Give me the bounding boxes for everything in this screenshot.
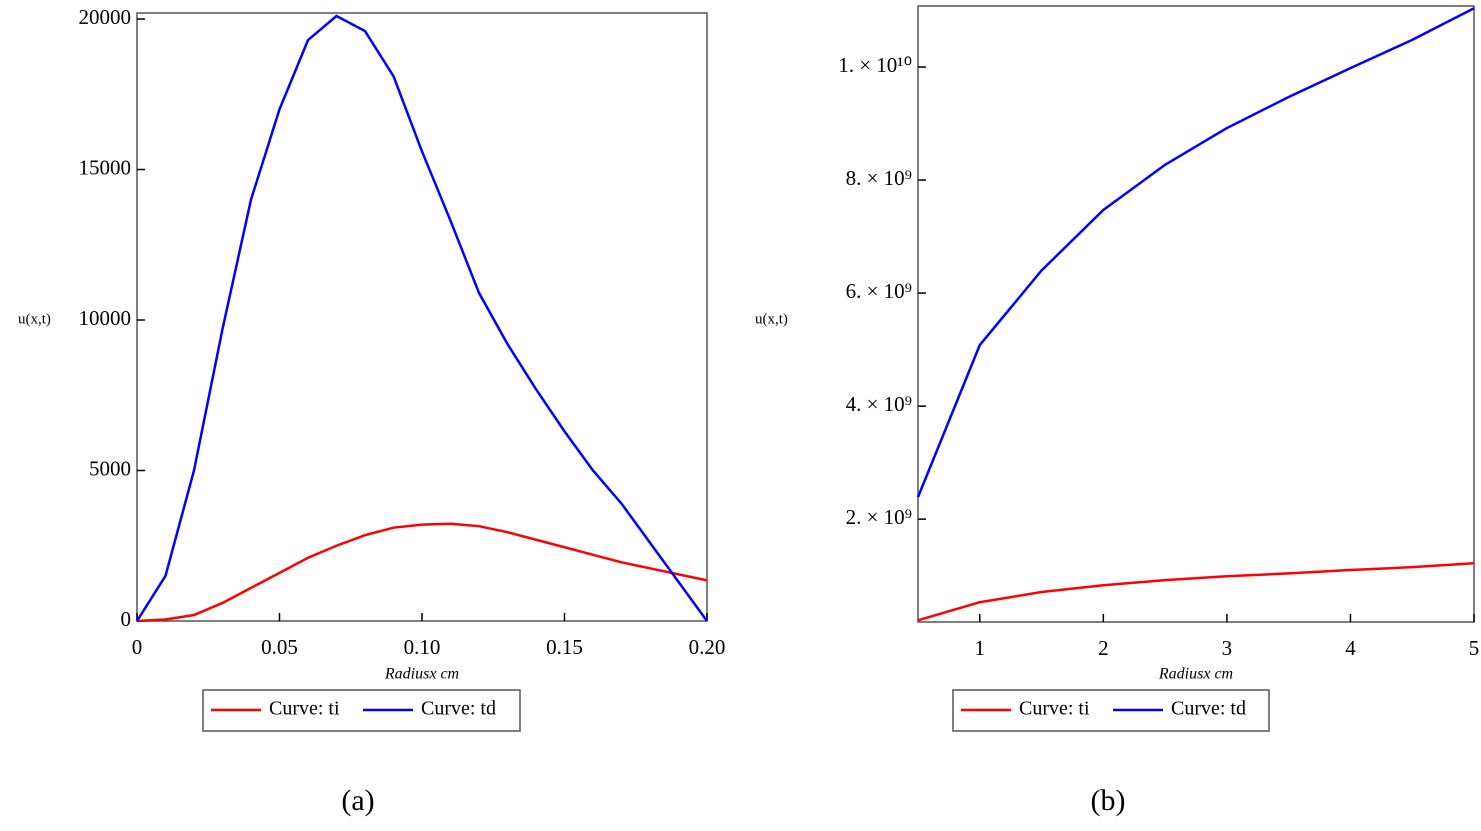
x-tick-label: 0.10 [404,635,441,659]
x-tick-label: 0.15 [546,635,583,659]
y-tick-label: 2. × 10⁹ [846,505,912,529]
line-series [917,561,1475,622]
x-tick-label: 1 [975,636,986,660]
y-axis-label: u(x,t) [755,311,788,327]
x-tick-label: 4 [1345,636,1356,660]
x-tick-label: 0.05 [261,635,298,659]
line-series [136,522,708,623]
line-series [916,7,1475,498]
x-tick-label: 0.20 [689,635,726,659]
y-tick-label: 6. × 10⁹ [846,279,912,303]
plot-frame [917,5,1475,623]
x-tick-label: 0 [132,635,143,659]
y-tick-label: 5000 [89,456,131,480]
x-tick-label: 2 [1098,636,1109,660]
y-tick-label: 15000 [79,155,132,179]
plot-frame [136,12,708,622]
y-tick-label: 20000 [79,5,132,29]
legend-box [202,689,521,732]
x-axis-label: Radiusx cm [384,666,459,683]
y-tick-label: 0 [121,607,132,631]
legend-label: Curve: ti [269,698,340,720]
y-axis-label: u(x,t) [18,311,51,327]
line-series [135,14,709,622]
x-tick-label: 3 [1222,636,1233,660]
x-axis-label: Radiusx cm [1158,666,1233,683]
panel-caption: (b) [1091,784,1126,817]
y-tick-label: 10000 [79,306,132,330]
legend-label: Curve: td [421,698,496,720]
legend-label: Curve: td [1171,698,1246,720]
y-tick-label: 4. × 10⁹ [846,392,912,416]
x-tick-label: 5 [1469,636,1480,660]
y-tick-label: 8. × 10⁹ [846,166,912,190]
panel-caption: (a) [341,784,374,817]
y-tick-label: 1. × 10¹⁰ [838,53,912,77]
legend-label: Curve: ti [1019,698,1090,720]
